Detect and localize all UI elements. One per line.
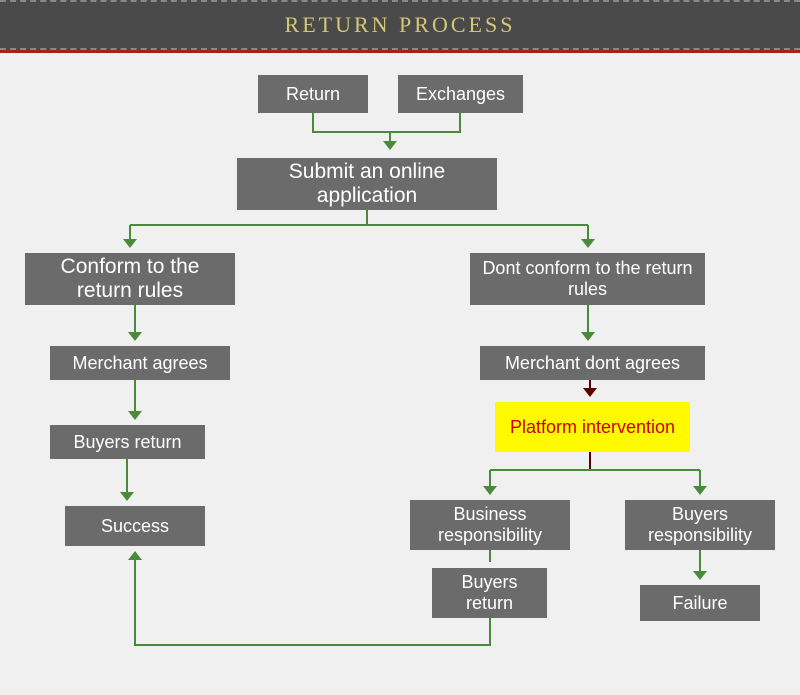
- node-success: Success: [65, 506, 205, 546]
- node-exchanges: Exchanges: [398, 75, 523, 113]
- node-submit: Submit an online application: [237, 158, 497, 210]
- header-bar: RETURN PROCESS: [0, 0, 800, 50]
- node-conform: Conform to the return rules: [25, 253, 235, 305]
- node-merchant_dont: Merchant dont agrees: [480, 346, 705, 380]
- node-platform: Platform intervention: [495, 402, 690, 452]
- node-dont_conform: Dont conform to the return rules: [470, 253, 705, 305]
- node-buyers_resp: Buyers responsibility: [625, 500, 775, 550]
- node-biz_resp: Business responsibility: [410, 500, 570, 550]
- node-buyers_return2: Buyers return: [432, 568, 547, 618]
- flowchart-canvas: Return Exchanges Submit an online applicat…: [0, 50, 800, 695]
- node-return: Return: [258, 75, 368, 113]
- node-merchant_agrees: Merchant agrees: [50, 346, 230, 380]
- node-buyers_return: Buyers return: [50, 425, 205, 459]
- node-failure: Failure: [640, 585, 760, 621]
- page-title: RETURN PROCESS: [285, 12, 516, 38]
